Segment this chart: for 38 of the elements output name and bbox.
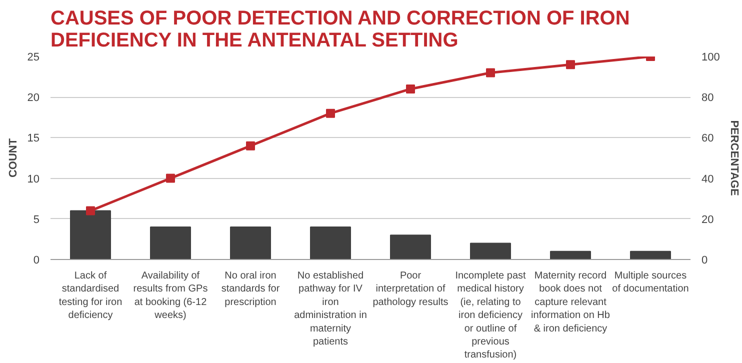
y2-tick-label: 60 [702,132,714,145]
y-tick-label: 0 [33,254,40,266]
x-tick-label: Availability of results from GPs at booking (6-12 weeks) [133,270,208,322]
bar [150,226,191,260]
point [566,60,575,70]
x-tick-label: No oral iron standards for prescription [221,270,280,308]
y2-tick-label: 40 [702,173,714,186]
bar [230,226,271,260]
bar [550,250,591,260]
y-tick-label: 10 [27,173,40,186]
y-axis-title: COUNT [7,138,20,178]
y-tick-label: 20 [27,92,40,104]
x-tick-label: Maternity record book does not capture relevant information on Hb & iron deficiency [531,270,610,334]
y-tick-label: 15 [27,132,40,145]
y2-axis-title: PERCENTAGE [728,120,740,196]
y2-tick-label: 100 [702,52,720,64]
x-tick-label: Lack of standardised testing for iron deficiency [58,270,122,322]
y-tick-label: 25 [27,52,40,64]
point [406,84,415,94]
chart-title: CAUSES OF POOR DETECTION AND CORRECTION OF IRON DEFICIENCY IN THE ANTENATAL SETTING [50,8,630,52]
y2-tick-label: 20 [702,214,714,226]
x-tick-label: No established pathway for IV iron administration in maternity patients [294,270,367,348]
point [166,174,175,183]
x-tick-label: Multiple sources of documentation [612,270,689,295]
bar [310,226,351,260]
x-tick-label: Poor interpretation of pathology results [372,270,448,308]
bar [630,250,671,260]
x-tick-label: Incomplete past medical history (ie, relating to iron deficiency or outline of previous transfusion) [455,270,526,361]
point [326,108,335,118]
bar [390,234,431,260]
bar [70,210,111,260]
y2-tick-label: 80 [702,92,714,104]
point [486,68,495,78]
y2-tick-label: 0 [702,254,708,266]
point [86,206,95,216]
point [246,141,255,150]
bar [470,242,511,260]
y-tick-label: 5 [33,214,40,226]
